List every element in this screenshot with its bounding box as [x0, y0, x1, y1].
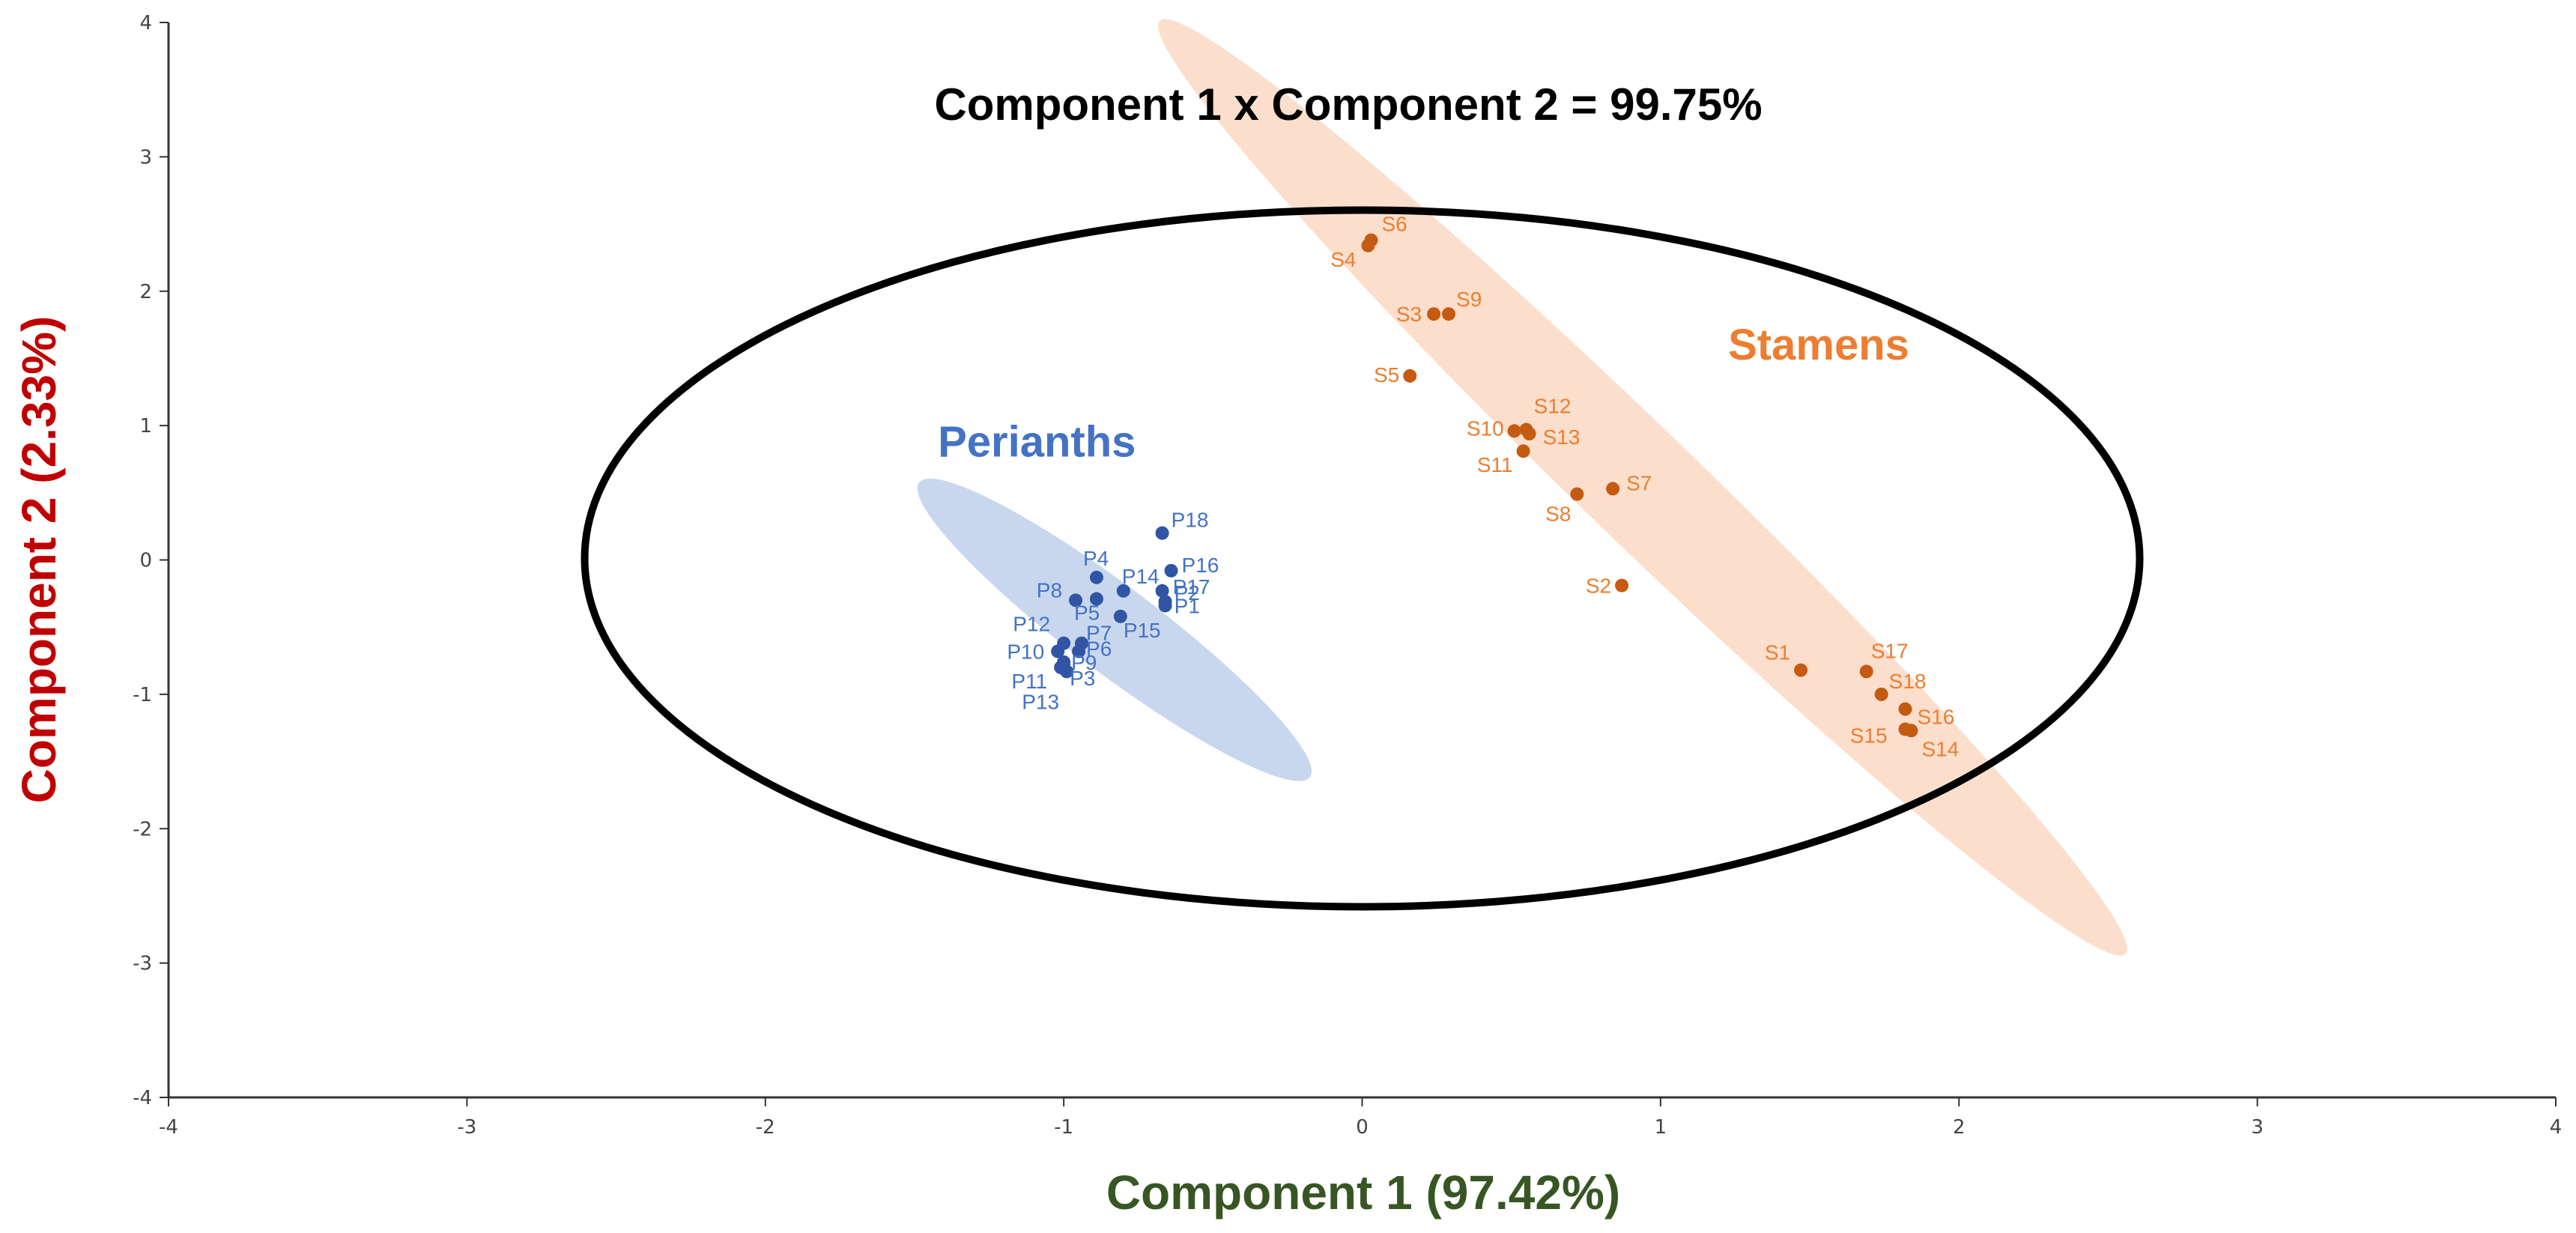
- y-tick-label: 1: [139, 415, 152, 437]
- y-tick-label: -1: [133, 684, 152, 706]
- stamen-point: [1427, 307, 1441, 321]
- perianths-region: [917, 478, 1312, 781]
- perianth-point-label: P1: [1175, 594, 1200, 617]
- perianth-point: [1113, 609, 1127, 623]
- stamen-point-label: S1: [1765, 641, 1790, 664]
- x-tick-label: -1: [1054, 1116, 1073, 1139]
- ticks-layer: -4 -3 -2 -1 0 1 2 3 4 4 3 2 1 0 -1 -2 -3 -4: [133, 12, 2562, 1139]
- stamen-point: [1606, 482, 1620, 496]
- stamen-point-label: S3: [1396, 303, 1422, 326]
- stamen-point: [1507, 424, 1521, 438]
- perianth-point: [1089, 570, 1103, 584]
- perianth-point: [1164, 563, 1178, 578]
- stamen-point: [1874, 687, 1888, 701]
- regions-layer: [581, 19, 2144, 956]
- perianth-point-label: P14: [1122, 565, 1160, 588]
- stamen-point-label: S7: [1626, 471, 1652, 494]
- y-axis-title: Component 2 (2.33%): [12, 316, 66, 804]
- perianth-point: [1057, 636, 1071, 650]
- stamen-point-label: S13: [1543, 425, 1581, 449]
- stamen-point-label: S12: [1534, 395, 1572, 418]
- perianth-point-label: P13: [1022, 690, 1059, 713]
- stamen-point: [1442, 307, 1456, 321]
- stamen-point: [1898, 702, 1912, 716]
- perianth-point: [1155, 584, 1169, 598]
- y-tick-label: -2: [133, 818, 152, 840]
- x-tick-label: 1: [1655, 1116, 1667, 1139]
- stamen-point-label: S6: [1381, 213, 1407, 236]
- stamen-point: [1364, 233, 1378, 247]
- x-tick-label: 2: [1953, 1116, 1966, 1139]
- stamen-point: [1403, 369, 1417, 383]
- perianth-point: [1116, 584, 1130, 598]
- confidence-ellipse: [581, 206, 2144, 911]
- y-tick-label: 2: [139, 281, 152, 303]
- chart-title: Component 1 x Component 2 = 99.75%: [934, 79, 1762, 130]
- perianth-point: [1158, 595, 1172, 609]
- stamen-point-label: S8: [1545, 503, 1571, 526]
- perianth-point-label: P7: [1086, 622, 1112, 645]
- x-tick-label: -2: [756, 1116, 775, 1139]
- x-tick-label: -4: [159, 1116, 178, 1139]
- stamen-point: [1898, 722, 1912, 736]
- perianth-point-label: P12: [1013, 613, 1050, 636]
- perianth-point-label: P17: [1173, 575, 1210, 599]
- perianth-point: [1075, 636, 1089, 650]
- stamen-point-label: S5: [1374, 363, 1399, 387]
- stamen-point-label: S4: [1330, 248, 1356, 271]
- stamens-region: [1158, 19, 2127, 956]
- perianth-point-label: P18: [1172, 509, 1209, 532]
- perianth-point-label: P16: [1182, 554, 1219, 577]
- stamen-point: [1794, 663, 1808, 677]
- y-tick-label: 4: [139, 12, 152, 34]
- y-tick-label: -4: [133, 1087, 152, 1109]
- perianth-point-label: P10: [1007, 640, 1044, 663]
- stamen-point: [1516, 444, 1530, 458]
- stamen-point: [1859, 664, 1873, 679]
- stamen-point: [1615, 578, 1629, 593]
- x-tick-label: 0: [1356, 1116, 1369, 1139]
- x-tick-label: -3: [457, 1116, 476, 1139]
- stamen-point-label: S16: [1918, 706, 1955, 729]
- perianth-point: [1155, 526, 1169, 540]
- perianth-point-label: P5: [1074, 602, 1100, 625]
- y-tick-label: 3: [139, 146, 152, 169]
- stamen-point-label: S9: [1456, 288, 1482, 311]
- points-layer: [1051, 233, 1918, 738]
- stamen-point-label: S11: [1477, 453, 1513, 476]
- perianth-point-label: P15: [1124, 619, 1161, 642]
- perianths-group-label: Perianths: [938, 417, 1136, 466]
- perianth-point-label: P11: [1011, 670, 1047, 693]
- perianth-point-label: P4: [1083, 547, 1109, 570]
- perianth-point-label: P2: [1175, 581, 1200, 605]
- x-axis-title: Component 1 (97.42%): [1106, 1166, 1620, 1220]
- stamen-point-label: S2: [1586, 575, 1611, 598]
- point-labels-layer: P1P2P3P4P5P6P7P8P9P10P11P12P13P14P15P16P…: [1007, 213, 1959, 761]
- stamen-point: [1522, 426, 1536, 440]
- stamen-point-label: S17: [1871, 639, 1909, 662]
- perianth-point: [1089, 592, 1103, 606]
- x-tick-label: 3: [2251, 1116, 2264, 1139]
- stamen-point-label: S18: [1889, 670, 1927, 693]
- perianth-point: [1060, 664, 1074, 679]
- perianth-point: [1069, 593, 1083, 608]
- perianth-point-label: P3: [1070, 667, 1095, 690]
- stamens-group-label: Stamens: [1728, 321, 1909, 369]
- x-tick-label: 4: [2550, 1116, 2563, 1139]
- stamen-point: [1570, 487, 1584, 501]
- y-tick-label: -3: [133, 953, 152, 975]
- stamen-point-label: S10: [1467, 416, 1504, 440]
- perianth-point-label: P9: [1071, 651, 1097, 674]
- y-tick-label: 0: [139, 550, 152, 572]
- perianth-point-label: P6: [1086, 637, 1112, 660]
- perianth-point-label: P8: [1037, 578, 1062, 602]
- stamen-point-label: S15: [1850, 724, 1888, 748]
- stamen-point-label: S14: [1922, 737, 1960, 760]
